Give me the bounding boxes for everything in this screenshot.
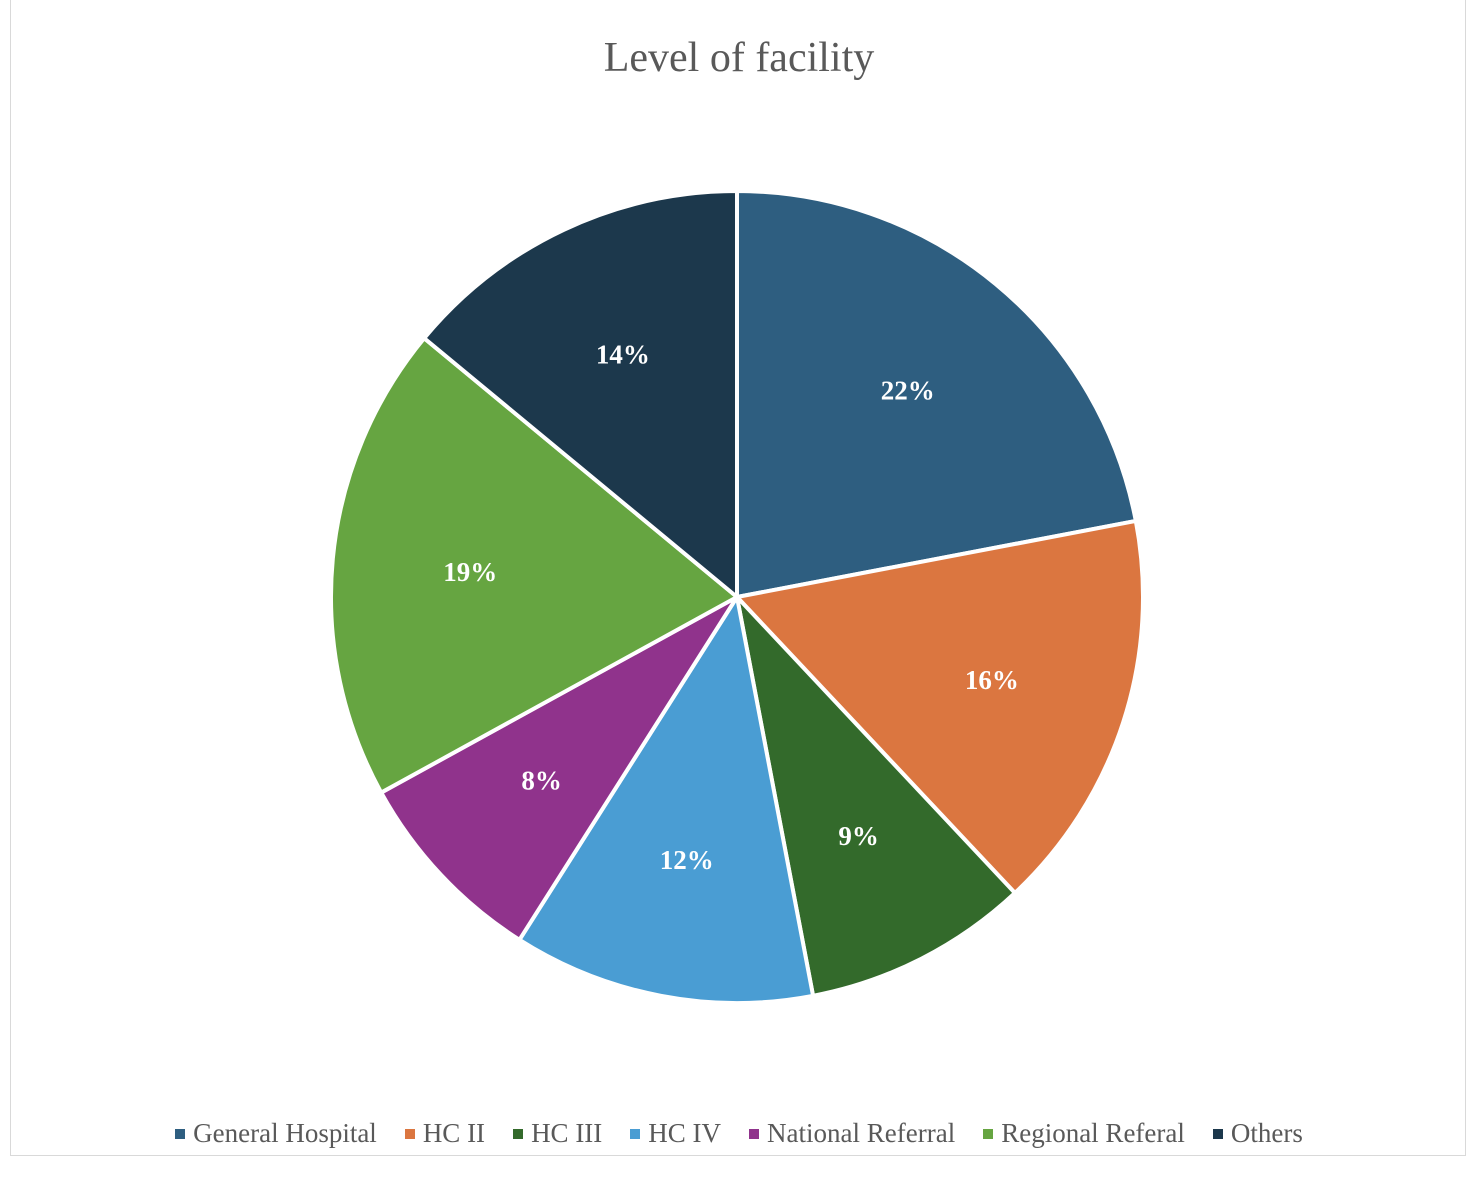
pie-slice-hc-ii xyxy=(733,518,1145,896)
legend-label: Others xyxy=(1230,1118,1303,1148)
legend-item: HC III xyxy=(513,1118,602,1149)
legend-swatch xyxy=(175,1128,186,1139)
legend-label: HC IV xyxy=(648,1118,722,1148)
legend-item: HC IV xyxy=(630,1118,721,1149)
legend-swatch xyxy=(1212,1128,1223,1139)
data-label: 14% xyxy=(596,340,650,370)
legend-swatch xyxy=(513,1128,524,1139)
pie-slice-national-referral xyxy=(378,595,739,943)
pie-slice-regional-referal xyxy=(329,335,741,796)
legend: General Hospital HC II HC III HC IV National… xyxy=(0,1118,1478,1149)
legend-swatch xyxy=(630,1128,641,1139)
chart-title: Level of facility xyxy=(603,35,875,81)
data-label: 12% xyxy=(660,845,714,875)
legend-label: General Hospital xyxy=(193,1118,377,1148)
legend-label: HC III xyxy=(531,1118,603,1148)
legend-swatch xyxy=(749,1128,760,1139)
pie-slice-general-hospital xyxy=(735,188,1139,600)
pie-slice-hc-iv xyxy=(516,591,816,1005)
data-label: 8% xyxy=(521,765,562,795)
legend-item: Regional Referal xyxy=(983,1118,1185,1149)
legend-label: National Referral xyxy=(767,1118,956,1148)
legend-label: HC II xyxy=(422,1118,486,1148)
data-label: 9% xyxy=(838,821,879,851)
legend-item: HC II xyxy=(404,1118,486,1149)
legend-label: Regional Referal xyxy=(1001,1118,1185,1148)
legend-item: Others xyxy=(1212,1118,1303,1149)
legend-item: General Hospital xyxy=(175,1118,377,1149)
pie-slice-hc-iii xyxy=(733,590,1018,999)
data-label: 16% xyxy=(965,665,1019,695)
pie-slice-others xyxy=(421,188,739,602)
data-label: 19% xyxy=(443,557,497,587)
data-label: 22% xyxy=(881,376,935,406)
legend-item: National Referral xyxy=(749,1118,955,1149)
legend-swatch xyxy=(983,1128,994,1139)
legend-swatch xyxy=(404,1128,415,1139)
